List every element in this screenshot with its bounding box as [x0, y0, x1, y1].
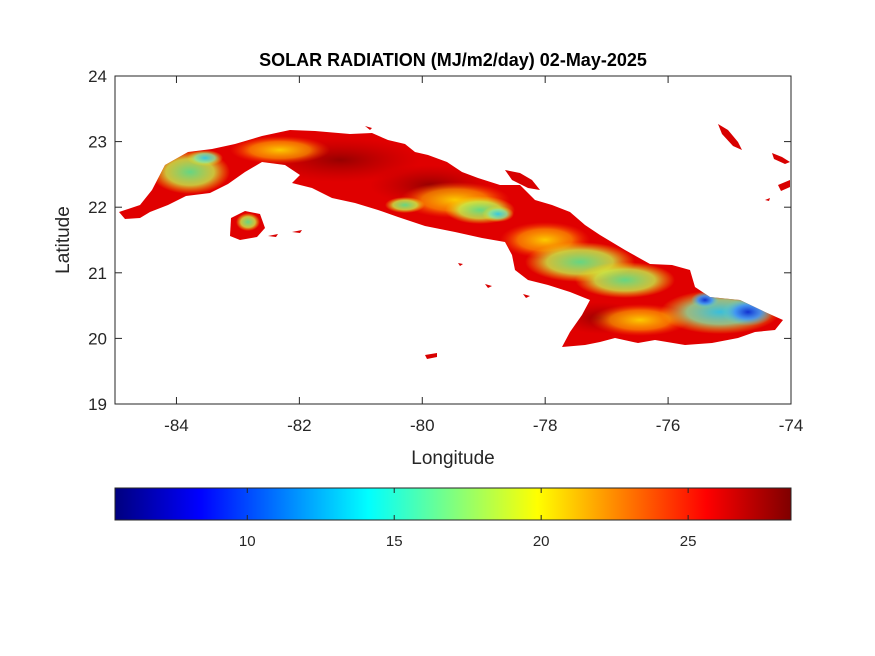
small-islands — [268, 124, 790, 359]
colorbar-tick-label: 20 — [533, 533, 550, 550]
radiation-field — [150, 136, 780, 336]
colorbar: 10 15 20 25 — [114, 487, 792, 550]
cuba-solar-map — [119, 124, 790, 359]
y-tick-label: 24 — [88, 67, 107, 86]
x-tick-label: -82 — [287, 416, 312, 435]
x-axis-label: Longitude — [411, 448, 494, 469]
colorbar-gradient — [114, 487, 792, 521]
colorbar-tick-label: 10 — [239, 533, 256, 550]
x-tick-label: -84 — [164, 416, 189, 435]
y-tick-label: 23 — [88, 133, 107, 152]
colorbar-tick-label: 15 — [386, 533, 403, 550]
colorbar-ticks: 10 15 20 25 — [239, 488, 697, 550]
x-tick-label: -76 — [656, 416, 681, 435]
plot-title: SOLAR RADIATION (MJ/m2/day) 02-May-2025 — [259, 50, 647, 70]
y-tick-label: 22 — [88, 198, 107, 217]
axes-box — [114, 75, 792, 405]
colorbar-tick-label: 25 — [680, 533, 697, 550]
x-tick-label: -78 — [533, 416, 558, 435]
y-tick-label: 21 — [88, 264, 107, 283]
y-tick-label: 20 — [88, 329, 107, 348]
x-tick-label: -80 — [410, 416, 435, 435]
y-tick-label: 19 — [88, 395, 107, 414]
x-axis: -84 -82 -80 -78 -76 -74 — [164, 76, 803, 435]
y-axis-label: Latitude — [53, 206, 74, 274]
y-axis: 19 20 21 22 23 24 — [88, 67, 791, 414]
x-tick-label: -74 — [779, 416, 804, 435]
plot-area — [115, 76, 791, 404]
